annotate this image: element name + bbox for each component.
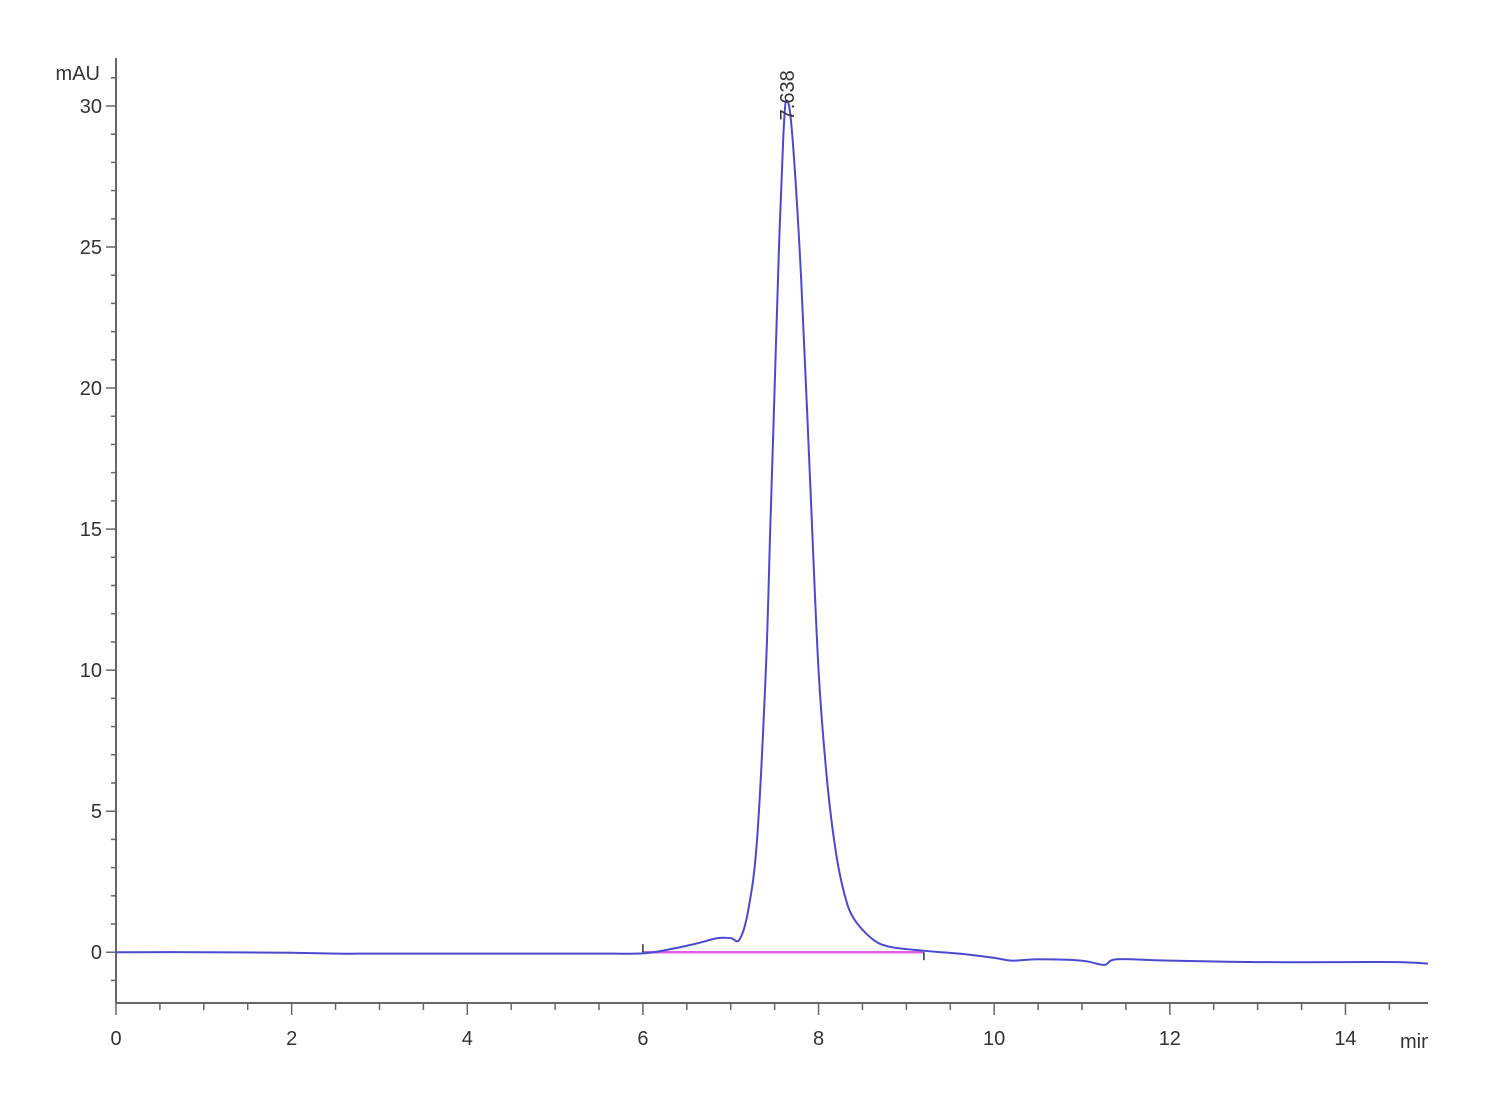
axes <box>115 58 1428 1004</box>
y-tick-label: 25 <box>80 237 102 259</box>
y-axis-label: mAU <box>56 63 100 85</box>
peak-label: 7.638 <box>777 70 799 120</box>
x-axis-label: min <box>1400 1031 1432 1053</box>
x-tick-label: 12 <box>1159 1028 1181 1050</box>
x-tick-label: 14 <box>1334 1028 1356 1050</box>
y-tick-label: 20 <box>80 378 102 400</box>
chromatogram-trace <box>115 99 1429 966</box>
y-tick-label: 5 <box>91 801 102 823</box>
x-tick-label: 4 <box>462 1028 473 1050</box>
y-tick-label: 0 <box>91 942 102 964</box>
x-tick-label: 6 <box>637 1028 648 1050</box>
x-tick-label: 10 <box>983 1028 1005 1050</box>
plot-area: 7.638 <box>115 70 1429 966</box>
y-tick-label: 30 <box>80 96 102 118</box>
y-tick-label: 10 <box>80 660 102 682</box>
x-tick-label: 2 <box>286 1028 297 1050</box>
x-tick-label: 0 <box>110 1028 121 1050</box>
x-tick-label: 8 <box>813 1028 824 1050</box>
ticks: 0 5 10 15 20 25 30 0 2 4 6 8 10 12 14 <box>80 76 1391 1050</box>
y-tick-label: 15 <box>80 519 102 541</box>
